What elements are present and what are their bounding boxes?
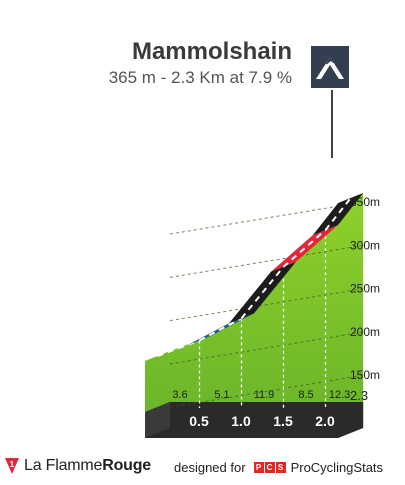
grid-line bbox=[169, 201, 364, 235]
x-tick-label: 1.0 bbox=[231, 413, 251, 429]
grid-line bbox=[169, 331, 364, 365]
grade-label: 5.1 bbox=[214, 389, 229, 401]
x-tick-label: 2.0 bbox=[315, 413, 335, 429]
x-tick-label: 1.5 bbox=[273, 413, 293, 429]
end-distance-label: 2.3 bbox=[350, 388, 368, 403]
lafflammerouge-logo[interactable]: 1 La FlammeRouge bbox=[4, 457, 151, 475]
brand-name: La FlammeRouge bbox=[24, 457, 152, 474]
road-centerline bbox=[324, 197, 352, 231]
mountain-icon bbox=[311, 46, 349, 88]
grid-line bbox=[169, 288, 364, 322]
road-centerline bbox=[282, 229, 327, 268]
grid-line bbox=[169, 244, 364, 278]
y-tick-label: 150m bbox=[350, 368, 380, 382]
flag-icon: 1 bbox=[5, 458, 19, 474]
y-tick-label: 250m bbox=[350, 282, 380, 296]
grade-label: 3.6 bbox=[172, 389, 187, 401]
road-segment bbox=[313, 193, 364, 235]
profile-base-side bbox=[145, 402, 170, 438]
x-tick-label: 0.5 bbox=[189, 413, 209, 429]
road-centerline bbox=[240, 266, 285, 319]
y-tick-label: 350m bbox=[350, 195, 380, 209]
elevation-profile-chart: 150m 200m 250m 300m 350m 3.6 5.1 11.9 8.5 12.3 0.5… bbox=[145, 46, 380, 438]
profile-base bbox=[145, 402, 364, 438]
climb-title: Mammolshain bbox=[131, 38, 292, 65]
climb-subtitle: 365 m - 2.3 Km at 7.9 % bbox=[108, 68, 292, 87]
grade-label: 11.9 bbox=[254, 389, 275, 401]
pcs-name[interactable]: ProCyclingStats bbox=[290, 460, 384, 475]
grade-label: 8.5 bbox=[298, 389, 313, 401]
svg-text:1: 1 bbox=[10, 460, 15, 469]
grade-label: 12.3 bbox=[329, 389, 350, 401]
summit-marker bbox=[311, 46, 349, 158]
y-tick-label: 200m bbox=[350, 325, 380, 339]
y-tick-label: 300m bbox=[350, 238, 380, 252]
road-centerline bbox=[199, 317, 242, 342]
grid-line bbox=[169, 374, 364, 408]
